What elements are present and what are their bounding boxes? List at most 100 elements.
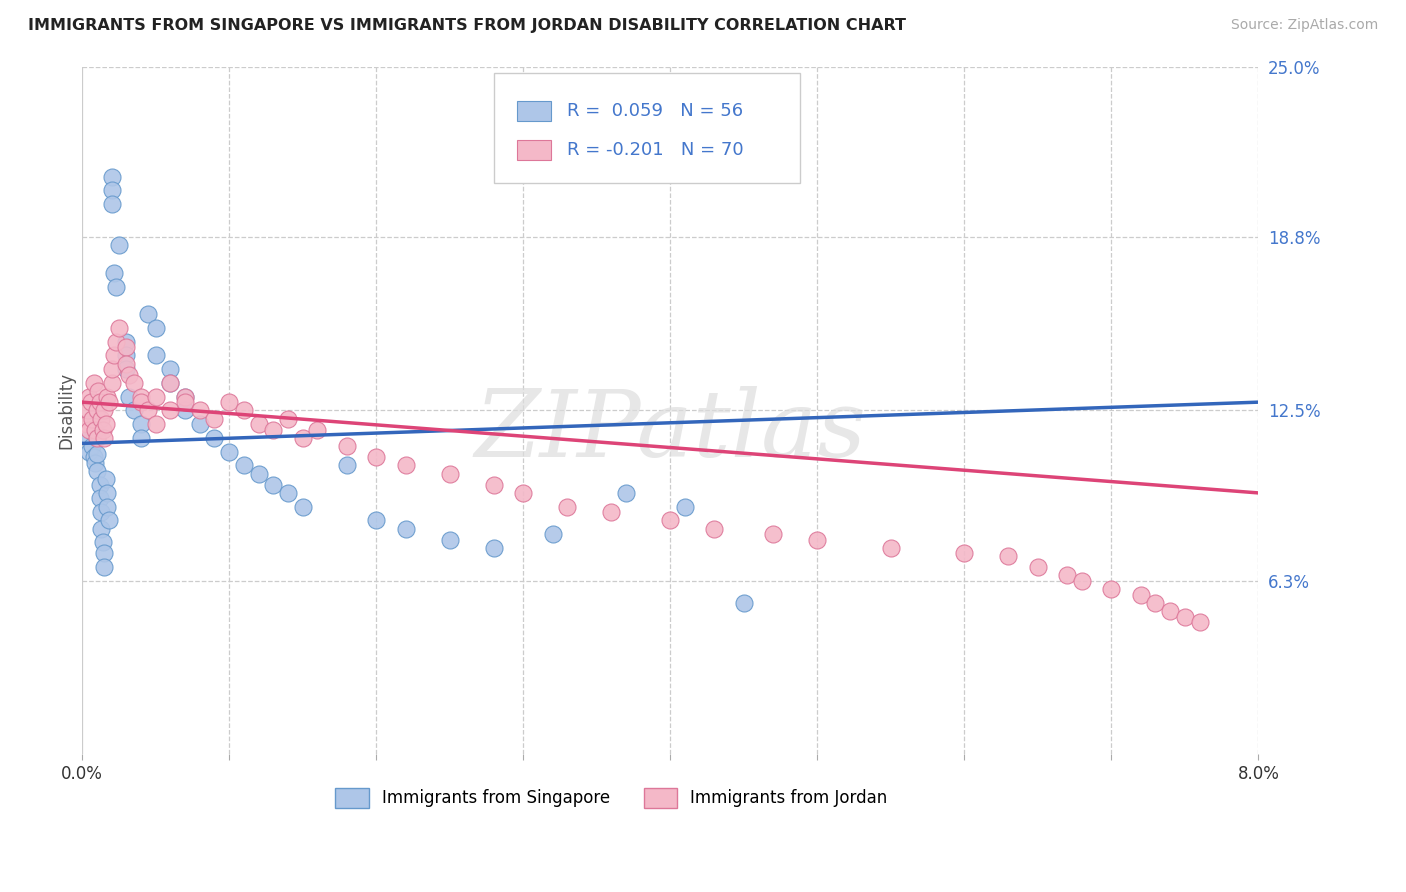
Point <box>82 439 104 453</box>
Point <box>83 450 105 465</box>
Point <box>997 549 1019 564</box>
Point <box>90 505 112 519</box>
Point <box>87 384 110 399</box>
Point <box>1056 568 1078 582</box>
Point <box>89 395 111 409</box>
Point <box>96 390 118 404</box>
Point <box>204 411 226 425</box>
Point <box>174 395 197 409</box>
Point <box>439 467 461 481</box>
Point <box>145 390 167 404</box>
Point <box>145 417 167 432</box>
Point <box>93 560 115 574</box>
Point <box>336 439 359 453</box>
Point <box>880 541 903 555</box>
Point <box>79 444 101 458</box>
Point <box>91 423 114 437</box>
Point <box>79 390 101 404</box>
Point <box>86 403 108 417</box>
Point <box>218 395 240 409</box>
Point <box>80 395 103 409</box>
Point <box>336 458 359 473</box>
Point <box>93 403 115 417</box>
Point <box>188 417 211 432</box>
Point <box>118 368 141 382</box>
Text: R = -0.201   N = 70: R = -0.201 N = 70 <box>567 141 744 159</box>
Point <box>77 403 100 417</box>
Point <box>115 334 138 349</box>
Point <box>91 535 114 549</box>
Point <box>394 458 416 473</box>
Point <box>86 464 108 478</box>
Point <box>82 411 104 425</box>
Point <box>174 390 197 404</box>
Point <box>1099 582 1122 597</box>
Point <box>129 390 152 404</box>
Point <box>103 348 125 362</box>
Point <box>232 458 254 473</box>
Point <box>97 513 120 527</box>
Point <box>1174 609 1197 624</box>
Point <box>1188 615 1211 630</box>
Point <box>96 486 118 500</box>
Point <box>555 500 578 514</box>
Point <box>136 307 159 321</box>
Point <box>115 340 138 354</box>
Point <box>122 376 145 390</box>
Point <box>115 348 138 362</box>
Point <box>159 362 181 376</box>
Point <box>366 450 388 465</box>
Point <box>83 376 105 390</box>
Point <box>1159 604 1181 618</box>
Point <box>129 417 152 432</box>
Point <box>94 472 117 486</box>
Point <box>90 522 112 536</box>
Point <box>86 447 108 461</box>
Point <box>108 321 131 335</box>
Point <box>1144 596 1167 610</box>
FancyBboxPatch shape <box>494 73 800 184</box>
Text: R =  0.059   N = 56: R = 0.059 N = 56 <box>567 103 742 120</box>
Point <box>86 431 108 445</box>
Point <box>100 376 122 390</box>
Point <box>136 403 159 417</box>
Point <box>118 390 141 404</box>
Point <box>806 533 828 547</box>
Point <box>394 522 416 536</box>
Point <box>262 423 284 437</box>
Point <box>277 486 299 500</box>
Point <box>129 395 152 409</box>
Point <box>115 362 138 376</box>
Legend: Immigrants from Singapore, Immigrants from Jordan: Immigrants from Singapore, Immigrants fr… <box>329 781 894 814</box>
Point <box>129 431 152 445</box>
Point <box>89 477 111 491</box>
Point <box>108 238 131 252</box>
Point <box>218 444 240 458</box>
Text: ZIPatlas: ZIPatlas <box>474 386 866 476</box>
Point <box>1071 574 1094 588</box>
Point <box>703 522 725 536</box>
Point <box>145 321 167 335</box>
Point <box>90 411 112 425</box>
Point <box>512 486 534 500</box>
Point <box>262 477 284 491</box>
Point <box>100 183 122 197</box>
Point <box>953 546 976 560</box>
Point <box>291 500 314 514</box>
Point <box>122 403 145 417</box>
Point <box>1129 588 1152 602</box>
Point <box>94 417 117 432</box>
Y-axis label: Disability: Disability <box>58 372 75 449</box>
Point <box>482 541 505 555</box>
Point <box>100 197 122 211</box>
FancyBboxPatch shape <box>517 140 551 160</box>
Point <box>100 362 122 376</box>
Point <box>159 403 181 417</box>
Point <box>115 357 138 371</box>
Point <box>76 417 98 432</box>
Point <box>93 431 115 445</box>
Point <box>1026 560 1049 574</box>
Point <box>307 423 329 437</box>
Point <box>84 423 107 437</box>
Point <box>247 467 270 481</box>
